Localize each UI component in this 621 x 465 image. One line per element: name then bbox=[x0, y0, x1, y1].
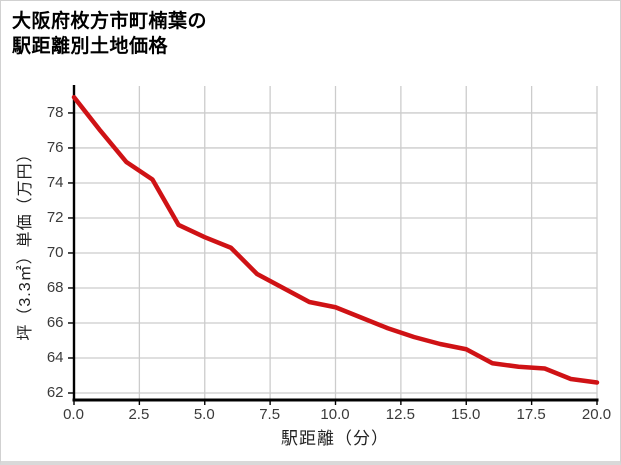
y-tick-label: 64 bbox=[46, 348, 64, 366]
x-tick-label: 7.5 bbox=[259, 406, 281, 423]
x-tick-label: 17.5 bbox=[516, 406, 546, 423]
x-tick-label: 5.0 bbox=[193, 406, 215, 423]
y-tick-label: 70 bbox=[46, 243, 64, 261]
plot-area bbox=[67, 85, 599, 405]
y-tick-label: 76 bbox=[46, 138, 64, 156]
x-tick-label: 15.0 bbox=[451, 406, 481, 423]
x-tick-label: 0.0 bbox=[63, 406, 84, 423]
chart-title-line2: 駅距離別土地価格 bbox=[12, 36, 169, 57]
y-tick-label: 68 bbox=[46, 278, 64, 296]
x-tick-label: 12.5 bbox=[385, 406, 415, 423]
y-tick-label: 72 bbox=[46, 208, 64, 226]
chart-title: 大阪府枚方市町楠葉の 駅距離別土地価格 bbox=[12, 9, 207, 59]
y-tick-label: 78 bbox=[46, 103, 64, 121]
price-line-series bbox=[71, 94, 599, 385]
y-tick-label: 66 bbox=[46, 313, 64, 331]
x-axis-label: 駅距離（分） bbox=[281, 429, 389, 448]
y-tick-label: 74 bbox=[46, 173, 64, 191]
y-tick-label: 62 bbox=[46, 383, 64, 401]
chart-title-line1: 大阪府枚方市町楠葉の bbox=[12, 11, 208, 32]
x-tick-label: 20.0 bbox=[581, 406, 612, 423]
line-chart-svg bbox=[67, 85, 599, 405]
x-tick-label: 10.0 bbox=[320, 406, 350, 423]
x-tick-label: 2.5 bbox=[128, 406, 150, 423]
